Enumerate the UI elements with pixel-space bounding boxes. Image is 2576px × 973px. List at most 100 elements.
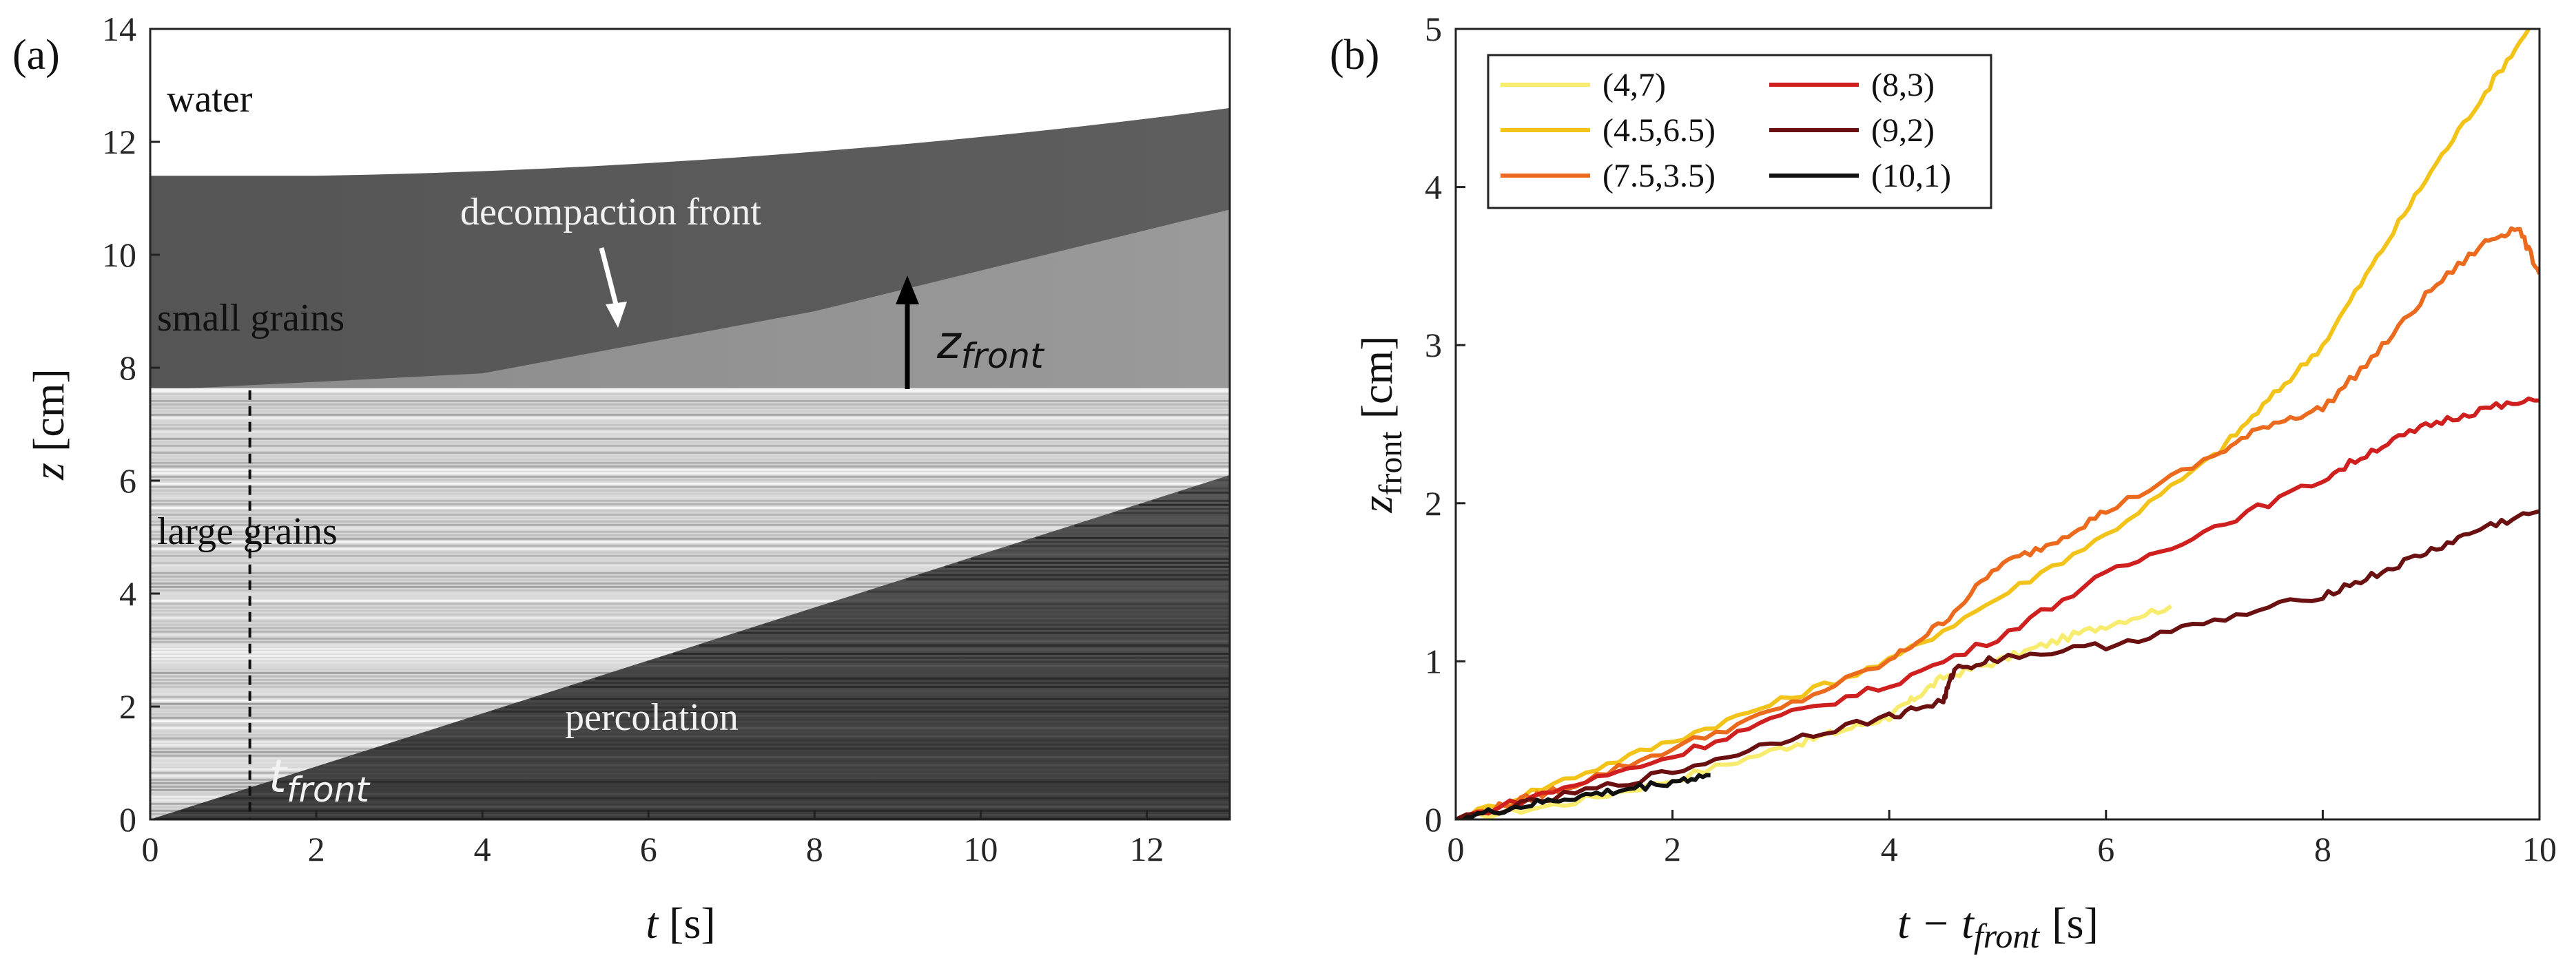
- stripe: [207, 801, 1230, 804]
- stripe: [150, 417, 1230, 419]
- y-tick-label: 14: [102, 10, 136, 48]
- decompaction-front-label: decompaction front: [460, 191, 761, 233]
- stripe: [478, 714, 1230, 717]
- series-line: [1456, 29, 2531, 819]
- stripe: [1177, 491, 1230, 494]
- x-tick-label: 6: [640, 830, 657, 868]
- stripe: [150, 475, 1230, 478]
- stripe: [150, 575, 1230, 578]
- x-tick-label: 0: [1447, 830, 1465, 868]
- stripe: [150, 465, 1230, 468]
- stripe: [1165, 495, 1230, 498]
- stripe: [150, 544, 1230, 547]
- x-tick-label: 4: [474, 830, 491, 868]
- large-grains-label: large grains: [157, 510, 338, 553]
- stripe: [582, 681, 1230, 684]
- stripe: [150, 592, 1230, 595]
- legend-label: (4.5,6.5): [1603, 112, 1715, 149]
- stripe: [608, 673, 1230, 676]
- stripe: [150, 410, 1230, 412]
- x-tick-label: 8: [2314, 830, 2331, 868]
- panel-a-image: [150, 29, 1230, 819]
- legend-label: (4,7): [1603, 67, 1666, 103]
- stripe: [621, 669, 1230, 671]
- stripe: [854, 594, 1230, 597]
- y-tick-label: 5: [1425, 10, 1442, 48]
- stripe: [802, 611, 1230, 614]
- stripe: [413, 735, 1230, 737]
- stripe: [1048, 532, 1230, 535]
- stripe: [150, 623, 1230, 626]
- stripe: [440, 726, 1230, 729]
- stripe: [1074, 524, 1230, 527]
- y-tick-label: 12: [102, 123, 136, 161]
- y-tick-label: 8: [119, 348, 136, 387]
- y-tick-label: 4: [119, 574, 136, 613]
- stripe: [150, 627, 1230, 629]
- stripe: [647, 660, 1230, 663]
- stripe: [1035, 536, 1230, 539]
- series-line: [1456, 773, 1711, 819]
- stripe: [971, 557, 1230, 560]
- stripe: [1087, 520, 1230, 523]
- panel-b-ticks: 0 2 4 6 8 10 0 1 2 3 4 5: [1425, 10, 2557, 868]
- stripe: [150, 444, 1230, 447]
- stripe: [504, 706, 1230, 709]
- x-tick-label: 12: [1129, 830, 1164, 868]
- percolation-region: [150, 474, 1230, 819]
- stripe: [672, 652, 1230, 655]
- stripe: [1152, 499, 1230, 502]
- stripe: [150, 637, 1230, 640]
- stripe: [893, 582, 1230, 585]
- stripe: [150, 506, 1230, 509]
- stripe: [150, 589, 1230, 592]
- y-tick-label: 3: [1425, 326, 1442, 364]
- panel-a-label: (a): [12, 32, 60, 79]
- stripe: [150, 423, 1230, 426]
- y-tick-label: 1: [1425, 642, 1442, 680]
- stripe: [150, 513, 1230, 516]
- stripe: [699, 644, 1230, 647]
- stripe: [150, 541, 1230, 543]
- series-line: [1456, 226, 2539, 819]
- stripe: [150, 582, 1230, 585]
- stripe: [167, 813, 1230, 816]
- stripe: [150, 479, 1230, 481]
- stripe: [737, 631, 1230, 634]
- stripe: [1217, 479, 1230, 481]
- stripe: [1191, 487, 1230, 490]
- stripe: [258, 784, 1230, 787]
- stripe: [150, 499, 1230, 502]
- stripe: [569, 685, 1230, 688]
- stripe: [150, 530, 1230, 533]
- stripe: [150, 472, 1230, 474]
- stripe: [150, 451, 1230, 454]
- stripe: [543, 693, 1230, 696]
- stripe: [880, 586, 1230, 589]
- stripe: [945, 565, 1230, 568]
- stripe: [150, 454, 1230, 457]
- stripe: [686, 648, 1230, 651]
- legend-label: (10,1): [1871, 158, 1951, 194]
- stripe: [150, 634, 1230, 636]
- y-tick-label: 6: [119, 461, 136, 500]
- stripe: [401, 739, 1230, 742]
- stripe: [271, 780, 1230, 783]
- stripe: [150, 399, 1230, 402]
- stripe: [150, 430, 1230, 433]
- stripe: [867, 590, 1230, 593]
- x-tick-label: 10: [2522, 830, 2557, 868]
- stripe: [150, 510, 1230, 512]
- stripe: [150, 520, 1230, 523]
- stripe: [150, 596, 1230, 598]
- x-tick-label: 0: [142, 830, 159, 868]
- stripe: [323, 764, 1230, 766]
- stripe: [194, 805, 1230, 808]
- stripe: [245, 788, 1230, 791]
- stripe: [181, 809, 1230, 812]
- stripe: [150, 630, 1230, 633]
- stripe: [150, 527, 1230, 530]
- legend-label: (9,2): [1871, 112, 1935, 149]
- stripe: [491, 710, 1230, 713]
- stripe: [150, 534, 1230, 536]
